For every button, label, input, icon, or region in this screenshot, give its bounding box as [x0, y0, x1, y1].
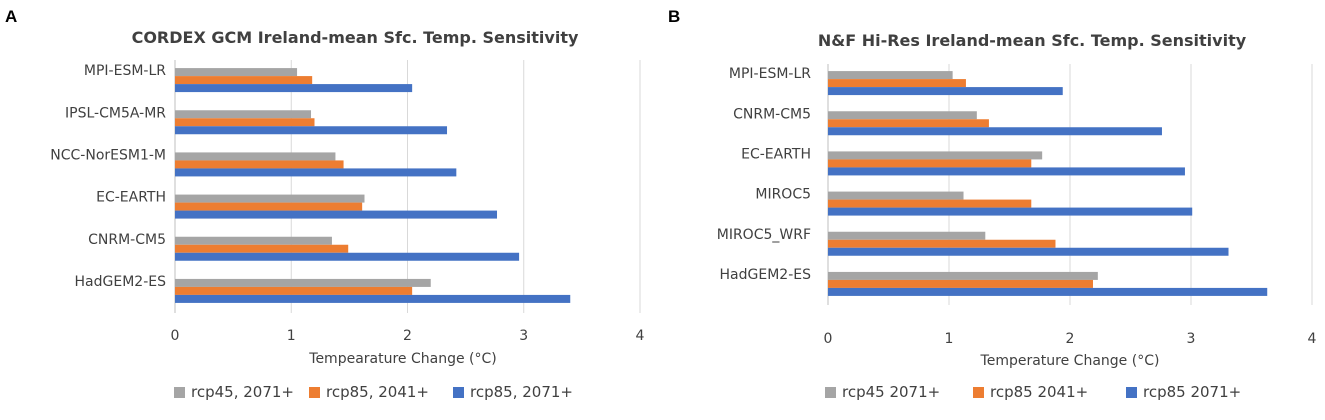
legend-swatch [453, 387, 464, 398]
x-tick-label: 3 [519, 328, 528, 344]
panel-a: A CORDEX GCM Ireland-mean Sfc. Temp. Sens… [5, 7, 645, 401]
category-label: EC-EARTH [96, 190, 166, 206]
bar [828, 111, 977, 120]
category-label: IPSL-CM5A-MR [65, 105, 166, 121]
x-tick-label: 1 [945, 331, 954, 347]
bar [828, 287, 1268, 296]
bar [828, 247, 1229, 256]
bar [175, 160, 344, 169]
bar [828, 159, 1032, 168]
legend-label: rcp45 2071+ [842, 383, 940, 401]
x-tick-label: 0 [171, 328, 180, 344]
bar [175, 294, 571, 303]
bar [828, 167, 1185, 176]
x-tick-label: 1 [287, 328, 296, 344]
bar [175, 152, 336, 161]
bar [828, 231, 986, 240]
x-tick-label: 2 [1066, 331, 1075, 347]
bar [828, 279, 1093, 288]
bar [175, 194, 365, 203]
chart-title: CORDEX GCM Ireland-mean Sfc. Temp. Sensi… [132, 28, 579, 47]
bar [828, 151, 1043, 160]
category-label: HadGEM2-ES [75, 274, 167, 290]
bar [828, 207, 1193, 216]
panel-label: A [5, 7, 17, 26]
panel-label: B [668, 7, 680, 26]
legend-swatch [1126, 387, 1137, 398]
bar [175, 244, 349, 253]
bar [828, 79, 966, 88]
bar [175, 126, 448, 135]
bar [175, 118, 315, 127]
legend-label: rcp85, 2041+ [326, 383, 429, 401]
bar [828, 199, 1032, 208]
bar [828, 239, 1056, 248]
x-tick-label: 4 [1308, 331, 1317, 347]
category-label: HadGEM2-ES [720, 267, 812, 283]
bar [175, 68, 298, 77]
bar [828, 119, 989, 128]
x-tick-label: 0 [824, 331, 833, 347]
legend-swatch [973, 387, 984, 398]
bar [175, 168, 457, 177]
category-label: MPI-ESM-LR [84, 63, 166, 79]
x-axis-label: Tempearature Change (°C) [308, 351, 496, 367]
bar [175, 110, 312, 119]
bar [175, 84, 413, 93]
bar [828, 271, 1098, 280]
bar [828, 191, 964, 200]
bar [175, 76, 313, 85]
bar [175, 202, 363, 211]
category-label: CNRM-CM5 [733, 106, 811, 122]
x-tick-label: 4 [636, 328, 645, 344]
x-tick-label: 2 [403, 328, 412, 344]
chart-title: N&F Hi-Res Ireland-mean Sfc. Temp. Sensi… [818, 31, 1247, 50]
bar [175, 252, 520, 261]
legend-swatch [174, 387, 185, 398]
bar [175, 210, 498, 219]
legend-swatch [309, 387, 320, 398]
legend-label: rcp45, 2071+ [191, 383, 294, 401]
bar [828, 87, 1063, 96]
bar [828, 127, 1162, 136]
panel-b: B N&F Hi-Res Ireland-mean Sfc. Temp. Sens… [668, 7, 1317, 401]
legend-label: rcp85 2071+ [1143, 383, 1241, 401]
bar [175, 236, 332, 245]
category-label: EC-EARTH [741, 146, 811, 162]
bar [828, 71, 953, 80]
x-axis-label: Temperature Change (°C) [980, 353, 1160, 369]
category-label: MPI-ESM-LR [729, 66, 811, 82]
bar [175, 286, 413, 295]
legend-label: rcp85, 2071+ [470, 383, 573, 401]
category-label: MIROC5_WRF [717, 227, 811, 243]
legend-swatch [825, 387, 836, 398]
category-label: CNRM-CM5 [88, 232, 166, 248]
category-label: MIROC5 [755, 187, 811, 203]
x-tick-label: 3 [1187, 331, 1196, 347]
bar [175, 278, 431, 287]
legend-label: rcp85 2041+ [990, 383, 1088, 401]
category-label: NCC-NorESM1-M [50, 147, 166, 163]
